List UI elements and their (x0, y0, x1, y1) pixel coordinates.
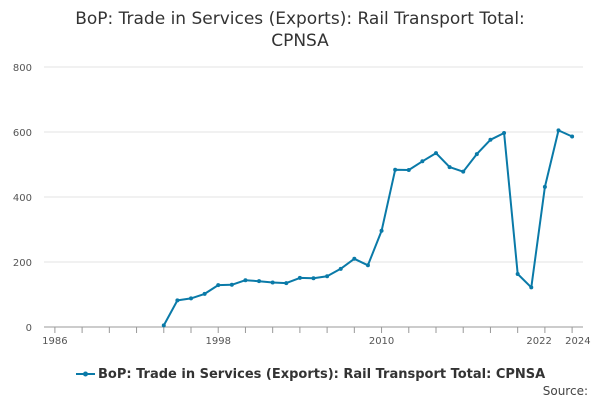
data-point-2001[interactable] (257, 279, 262, 284)
data-point-2005[interactable] (311, 276, 316, 281)
x-tick-label-1986: 1986 (42, 336, 67, 347)
y-tick-labels: 0 200 400 600 800 (13, 63, 32, 334)
x-ticks: 1986 1998 2010 2022 2024 (42, 327, 591, 347)
data-point-2012[interactable] (406, 168, 411, 173)
data-point-2009[interactable] (365, 263, 370, 268)
series-group (161, 128, 575, 328)
data-point-2020[interactable] (515, 272, 520, 277)
data-point-2002[interactable] (270, 280, 275, 285)
data-point-2016[interactable] (461, 169, 466, 174)
data-point-2022[interactable] (542, 184, 547, 189)
data-point-2024[interactable] (570, 134, 575, 139)
y-gridlines (44, 66, 583, 328)
legend[interactable]: BoP: Trade in Services (Exports): Rail T… (76, 367, 545, 382)
data-point-2006[interactable] (325, 274, 330, 279)
source-label: Source: (543, 384, 588, 398)
data-point-2000[interactable] (243, 278, 248, 283)
chart-title: BoP: Trade in Services (Exports): Rail T… (75, 9, 525, 51)
data-point-2014[interactable] (434, 151, 438, 156)
legend-label: BoP: Trade in Services (Exports): Rail T… (98, 367, 545, 382)
series-line-0 (162, 129, 573, 326)
data-point-2023[interactable] (556, 128, 561, 133)
y-tick-label-0: 0 (26, 323, 32, 334)
x-tick-label-2010: 2010 (369, 336, 394, 347)
data-point-1997[interactable] (202, 291, 207, 296)
data-point-1994[interactable] (161, 323, 166, 328)
data-point-2008[interactable] (352, 256, 357, 261)
x-tick-label-2022: 2022 (526, 336, 551, 347)
y-tick-label-800: 800 (13, 63, 32, 74)
x-tick-label-1998: 1998 (205, 336, 230, 347)
data-point-2021[interactable] (529, 285, 534, 290)
legend-marker (83, 371, 88, 377)
data-point-2015[interactable] (447, 165, 452, 170)
data-point-2007[interactable] (338, 266, 343, 271)
y-tick-label-200: 200 (13, 258, 32, 269)
chart-title-line-1: BoP: Trade in Services (Exports): Rail T… (75, 9, 525, 29)
data-point-2010[interactable] (379, 228, 384, 233)
y-tick-label-400: 400 (13, 193, 32, 204)
data-point-2017[interactable] (474, 152, 479, 157)
data-point-2013[interactable] (420, 159, 425, 164)
data-point-2019[interactable] (502, 130, 507, 135)
data-point-1999[interactable] (229, 282, 234, 287)
chart-title-line-2: CPNSA (271, 31, 329, 51)
y-tick-label-600: 600 (13, 128, 32, 139)
data-point-1998[interactable] (216, 283, 221, 288)
data-point-2003[interactable] (284, 281, 289, 286)
data-point-1996[interactable] (189, 296, 193, 301)
data-point-2004[interactable] (297, 275, 302, 280)
data-point-2011[interactable] (393, 167, 398, 172)
data-point-1995[interactable] (175, 298, 180, 303)
data-point-2018[interactable] (488, 137, 493, 142)
x-tick-label-2024: 2024 (565, 336, 590, 347)
